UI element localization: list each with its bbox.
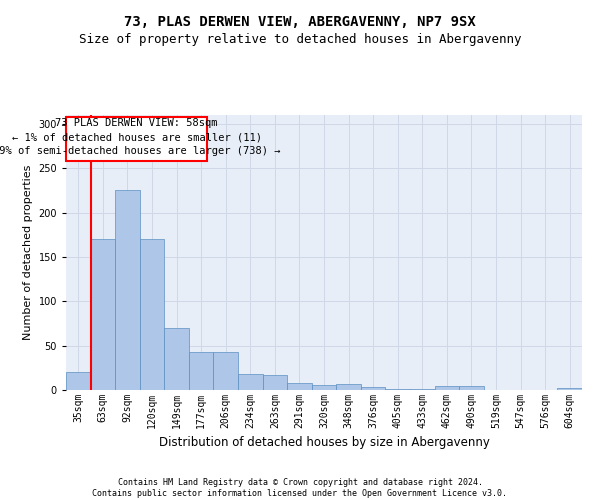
- Bar: [287, 383, 312, 390]
- Text: Contains HM Land Registry data © Crown copyright and database right 2024.
Contai: Contains HM Land Registry data © Crown c…: [92, 478, 508, 498]
- Bar: [336, 384, 361, 390]
- Bar: [410, 389, 434, 390]
- Text: 73 PLAS DERWEN VIEW: 58sqm: 73 PLAS DERWEN VIEW: 58sqm: [55, 118, 218, 128]
- FancyBboxPatch shape: [67, 117, 206, 161]
- Bar: [312, 384, 336, 390]
- Text: 73, PLAS DERWEN VIEW, ABERGAVENNY, NP7 9SX: 73, PLAS DERWEN VIEW, ABERGAVENNY, NP7 9…: [124, 15, 476, 29]
- Bar: [361, 388, 385, 390]
- Bar: [385, 389, 410, 390]
- Bar: [214, 352, 238, 390]
- X-axis label: Distribution of detached houses by size in Abergavenny: Distribution of detached houses by size …: [158, 436, 490, 450]
- Bar: [189, 352, 214, 390]
- Bar: [238, 374, 263, 390]
- Bar: [164, 328, 189, 390]
- Bar: [557, 388, 582, 390]
- Bar: [434, 386, 459, 390]
- Bar: [140, 239, 164, 390]
- Y-axis label: Number of detached properties: Number of detached properties: [23, 165, 33, 340]
- Text: 99% of semi-detached houses are larger (738) →: 99% of semi-detached houses are larger (…: [0, 146, 280, 156]
- Text: Size of property relative to detached houses in Abergavenny: Size of property relative to detached ho…: [79, 32, 521, 46]
- Bar: [115, 190, 140, 390]
- Bar: [459, 386, 484, 390]
- Bar: [263, 375, 287, 390]
- Bar: [66, 372, 91, 390]
- Bar: [91, 239, 115, 390]
- Text: ← 1% of detached houses are smaller (11): ← 1% of detached houses are smaller (11): [11, 132, 262, 142]
